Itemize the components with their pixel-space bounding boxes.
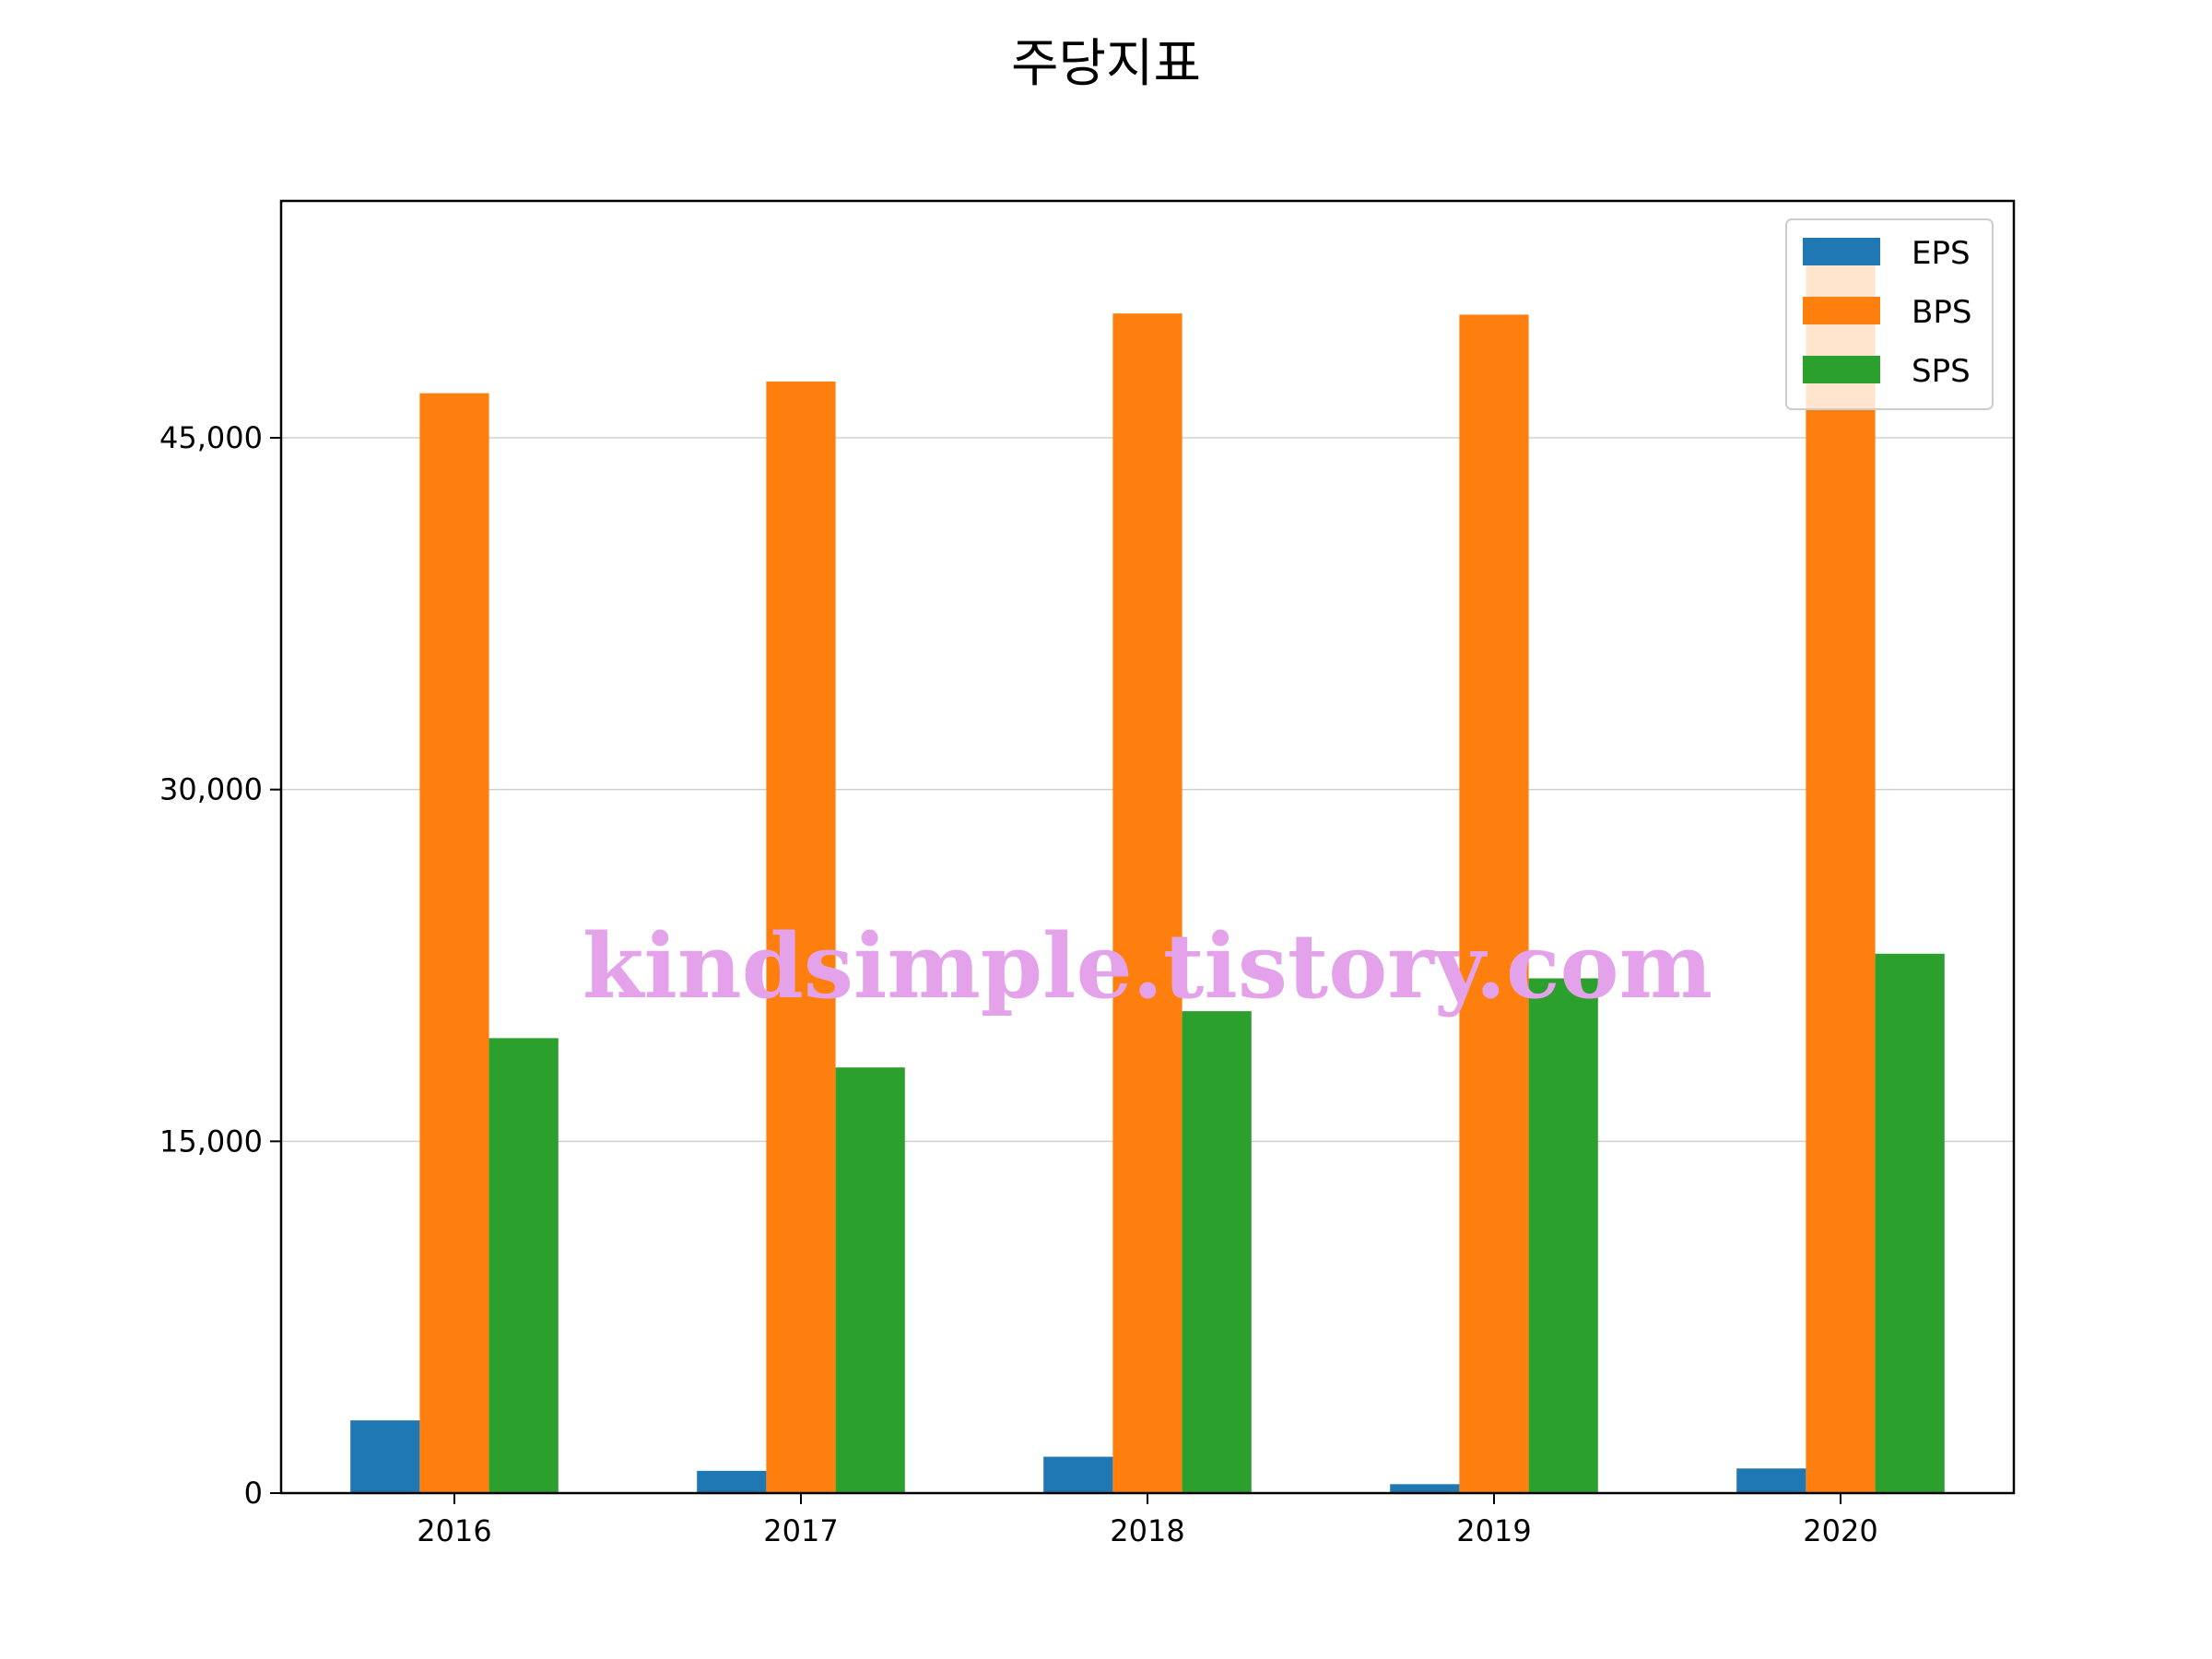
axes: 0 15,000 30,000 45,000 2016 2017 2018 2019 2020 (159, 420, 1878, 1548)
legend-label-sps: SPS (1912, 353, 1971, 390)
legend-label-eps: EPS (1912, 235, 1971, 272)
watermark-text: kindsimple.tistory.com (582, 914, 1712, 1018)
bar-bps-2016 (419, 393, 489, 1493)
bar-sps-2019 (1528, 978, 1598, 1493)
bar-eps-2019 (1390, 1484, 1460, 1493)
bar-bps-2017 (766, 381, 836, 1493)
legend-swatch-eps (1803, 238, 1880, 265)
bar-bps-2020 (1806, 264, 1876, 1493)
legend-swatch-sps (1803, 356, 1880, 383)
y-tick-label: 0 (244, 1476, 263, 1511)
legend-label-bps: BPS (1912, 294, 1971, 331)
bar-sps-2018 (1182, 1011, 1252, 1493)
x-tick-label: 2019 (1456, 1513, 1531, 1548)
y-tick-label: 45,000 (159, 420, 263, 455)
y-tick-label: 30,000 (159, 772, 263, 807)
chart-title: 주당지표 (1011, 34, 1201, 94)
bar-eps-2018 (1043, 1456, 1113, 1493)
legend-swatch-bps (1803, 297, 1880, 324)
bar-sps-2017 (835, 1067, 905, 1493)
x-tick-label: 2017 (763, 1513, 838, 1548)
bar-eps-2016 (350, 1420, 420, 1493)
bar-bps-2019 (1459, 314, 1529, 1494)
x-tick-label: 2018 (1110, 1513, 1184, 1548)
bar-sps-2020 (1875, 953, 1945, 1493)
x-tick-label: 2020 (1803, 1513, 1877, 1548)
legend: EPS BPS SPS (1785, 218, 1994, 410)
bar-eps-2020 (1736, 1468, 1806, 1493)
bars (350, 264, 1945, 1494)
bar-bps-2018 (1112, 313, 1182, 1494)
bar-eps-2017 (697, 1470, 767, 1493)
bar-sps-2016 (488, 1038, 559, 1493)
y-tick-label: 15,000 (159, 1124, 263, 1159)
x-tick-label: 2016 (417, 1513, 491, 1548)
